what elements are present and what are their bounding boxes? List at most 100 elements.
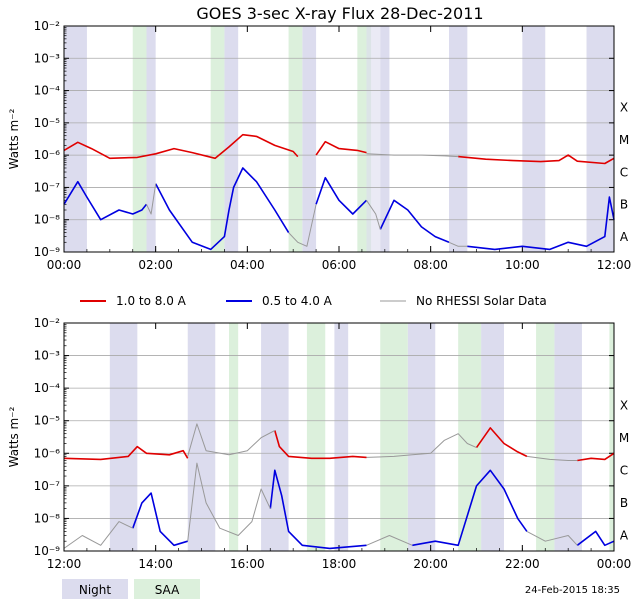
night-key-label: Night (79, 583, 112, 597)
series-line-12 (448, 241, 468, 247)
class-label-B: B (620, 198, 628, 212)
series-line-1 (315, 140, 367, 156)
series-line-7 (132, 492, 188, 547)
series-line-14 (526, 530, 578, 546)
x-tick-label: 14:00 (138, 557, 173, 571)
legend-label-1-8A: 1.0 to 8.0 A (116, 294, 187, 308)
x-tick-label: 22:00 (505, 557, 540, 571)
y-tick-label: 10⁻⁸ (34, 213, 61, 227)
y-tick-label: 10⁻⁴ (34, 84, 61, 98)
saa-key-swatch (134, 579, 200, 599)
y-tick-label: 10⁻⁹ (34, 544, 61, 558)
series-line-5 (154, 167, 290, 251)
y-tick-label: 10⁻³ (34, 349, 61, 363)
y-tick-label: 10⁻² (34, 19, 61, 33)
series-line-1 (274, 430, 367, 460)
plot-frame (63, 322, 615, 552)
saa-band-1 (306, 323, 326, 551)
night-band-0 (64, 26, 87, 252)
series-line-0 (63, 445, 189, 461)
series-line-8 (467, 196, 615, 251)
x-tick-label: 20:00 (413, 557, 448, 571)
class-label-M: M (619, 133, 629, 147)
saa-band-4 (536, 323, 555, 551)
series-line-6 (526, 455, 578, 461)
series-line-9 (146, 183, 157, 215)
x-tick-label: 04:00 (230, 258, 265, 272)
x-tick-label: 18:00 (322, 557, 357, 571)
series-line-12 (187, 462, 271, 542)
y-tick-label: 10⁻² (34, 316, 61, 330)
saa-band-5 (609, 323, 614, 551)
series-line-13 (366, 535, 413, 546)
series-line-3 (366, 153, 459, 158)
y-tick-label: 10⁻⁷ (34, 479, 61, 493)
x-tick-label: 10:00 (505, 258, 540, 272)
class-label-C: C (620, 464, 628, 478)
series-line-3 (577, 452, 615, 462)
class-label-X: X (620, 398, 628, 412)
x-tick-label: 16:00 (230, 557, 265, 571)
series-line-5 (366, 433, 477, 458)
night-band-6 (522, 26, 546, 252)
footer-timestamp: 24-Feb-2015 18:35 (525, 585, 620, 596)
y-tick-label: 10⁻⁵ (34, 116, 61, 130)
class-label-A: A (620, 230, 629, 244)
series-line-10 (576, 530, 615, 547)
series-line-9 (412, 469, 528, 547)
series-line-7 (379, 199, 450, 244)
night-band-2 (261, 323, 289, 551)
series-line-2 (475, 427, 528, 458)
band-key: Night SAA (62, 579, 200, 599)
series-line-11 (366, 200, 381, 230)
y-tick-label: 10⁻⁶ (34, 148, 61, 162)
night-band-5 (449, 26, 468, 252)
class-label-A: A (620, 529, 629, 543)
class-label-X: X (620, 101, 628, 115)
saa-band-0 (229, 323, 239, 551)
x-tick-label: 12:00 (597, 258, 632, 272)
nodata-band-0 (366, 26, 381, 252)
night-band-3 (302, 26, 317, 252)
legend: 1.0 to 8.0 A 0.5 to 4.0 A No RHESSI Sola… (80, 294, 547, 308)
series-line-10 (288, 204, 317, 247)
class-label-B: B (620, 496, 628, 510)
series-line-6 (315, 176, 368, 215)
x-tick-label: 02:00 (138, 258, 173, 272)
night-band-0 (109, 323, 138, 551)
class-label-M: M (619, 431, 629, 445)
chart-title: GOES 3-sec X-ray Flux 28-Dec-2011 (196, 4, 483, 23)
night-band-6 (554, 323, 582, 551)
night-band-1 (146, 26, 156, 252)
series-line-8 (269, 469, 367, 550)
saa-band-0 (132, 26, 147, 252)
x-tick-label: 00:00 (597, 557, 632, 571)
legend-label-05-4A: 0.5 to 4.0 A (262, 294, 333, 308)
night-band-3 (334, 323, 349, 551)
x-tick-label: 12:00 (47, 557, 82, 571)
night-band-5 (481, 323, 504, 551)
y-axis-title: Watts m⁻² (7, 108, 21, 169)
y-tick-label: 10⁻⁷ (34, 180, 61, 194)
saa-key-label: SAA (155, 583, 180, 597)
series-line-4 (63, 180, 148, 221)
night-band-7 (586, 26, 614, 252)
y-tick-label: 10⁻⁸ (34, 511, 61, 525)
series-line-11 (63, 521, 134, 549)
series-line-4 (187, 423, 276, 457)
class-label-C: C (620, 165, 628, 179)
y-tick-label: 10⁻⁴ (34, 381, 61, 395)
x-tick-label: 08:00 (413, 258, 448, 272)
saa-band-1 (210, 26, 225, 252)
bottom-panel: 10⁻⁹ 10⁻⁸ 10⁻⁷ 10⁻⁶ 10⁻⁵ 10⁻⁴ 10⁻³ 10⁻² 12:00 14:… (7, 316, 631, 571)
series-line-2 (458, 154, 615, 165)
y-tick-label: 10⁻⁹ (34, 245, 61, 259)
night-band-4 (407, 323, 436, 551)
y-axis-title: Watts m⁻² (7, 406, 21, 467)
night-band-2 (224, 26, 239, 252)
night-key-swatch (62, 579, 128, 599)
saa-band-2 (380, 323, 408, 551)
legend-label-no-rhessi: No RHESSI Solar Data (416, 294, 547, 308)
top-panel: 10⁻⁹ 10⁻⁸ 10⁻⁷ 10⁻⁶ 10⁻⁵ 10⁻⁴ 10⁻³ 10⁻² 00:00 02:… (7, 19, 631, 272)
